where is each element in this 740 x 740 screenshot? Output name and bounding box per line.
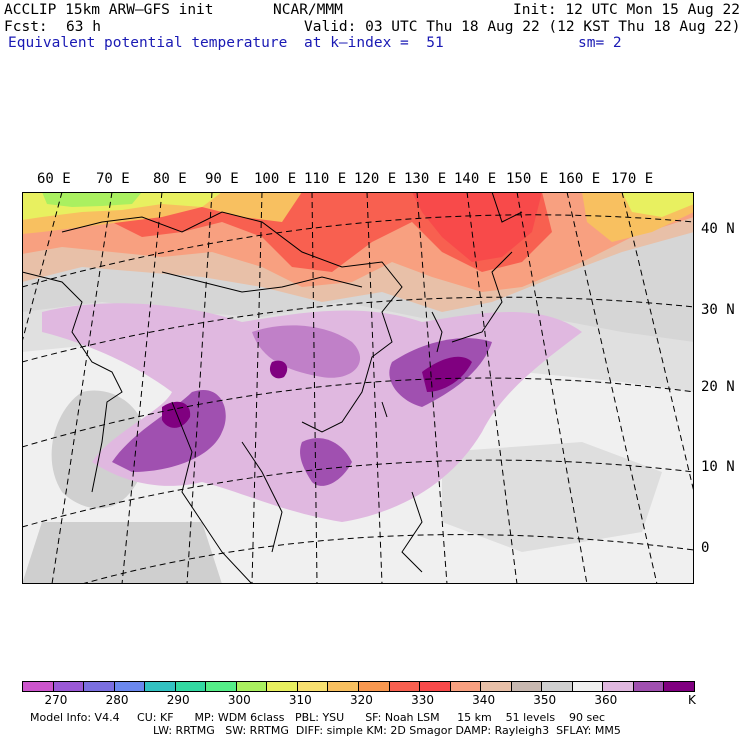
- colorbar-swatch: [22, 681, 54, 692]
- forecast-label: Fcst:: [4, 19, 48, 35]
- high-theta-e-region: [42, 303, 582, 522]
- colorbar-swatch: [358, 681, 390, 692]
- model-info-line1: Model Info: V4.4 CU: KF MP: WDM 6class P…: [30, 711, 606, 724]
- colorbar-swatch: [419, 681, 451, 692]
- colorbar-swatch: [632, 681, 665, 692]
- lat-label-20n: 20 N: [701, 379, 735, 395]
- colorbar-label: 300: [227, 693, 251, 707]
- lon-label-150e: 150 E: [506, 171, 549, 187]
- colorbar-label: 350: [533, 693, 557, 707]
- forecast-hour: 63 h: [66, 19, 101, 35]
- model-info-line2: LW: RRTMG SW: RRTMG DIFF: simple KM: 2D …: [153, 724, 621, 737]
- lon-label-60e: 60 E: [37, 171, 71, 187]
- colorbar-swatch: [113, 681, 146, 692]
- colorbar-swatch: [388, 681, 421, 692]
- equivalent-potential-temperature-map: [22, 192, 694, 584]
- lon-label-80e: 80 E: [153, 171, 187, 187]
- model-title: ACCLIP 15km ARW–GFS init: [4, 2, 214, 18]
- lat-label-0: 0: [701, 540, 710, 556]
- colorbar-swatch: [144, 681, 176, 692]
- lon-label-140e: 140 E: [454, 171, 497, 187]
- field-name: Equivalent potential temperature: [8, 35, 288, 51]
- colorbar-label: 280: [105, 693, 129, 707]
- valid-time: Valid: 03 UTC Thu 18 Aug 22 (12 KST Thu …: [304, 19, 740, 35]
- colorbar-swatch: [449, 681, 482, 692]
- lat-label-30n: 30 N: [701, 302, 735, 318]
- colorbar-label: 270: [44, 693, 68, 707]
- colorbar-swatch: [510, 681, 543, 692]
- colorbar-label: 310: [288, 693, 312, 707]
- colorbar-swatch: [174, 681, 207, 692]
- colorbar-swatch: [205, 681, 237, 692]
- lat-label-40n: 40 N: [701, 221, 735, 237]
- colorbar-swatch: [327, 681, 359, 692]
- lon-label-130e: 130 E: [404, 171, 447, 187]
- colorbar-swatch: [83, 681, 115, 692]
- colorbar-label: 340: [472, 693, 496, 707]
- colorbar-label: 360: [594, 693, 618, 707]
- colorbar-swatch: [571, 681, 604, 692]
- lon-label-90e: 90 E: [205, 171, 239, 187]
- graticule: [22, 192, 694, 584]
- colorbar-label: 320: [350, 693, 373, 707]
- colorbar-swatch: [296, 681, 329, 692]
- level-index: at k–index = 51: [304, 35, 444, 51]
- colorbar-swatch: [52, 681, 85, 692]
- colorbar-label: 290: [166, 693, 190, 707]
- init-time: Init: 12 UTC Mon 15 Aug 22: [513, 2, 740, 18]
- smoothing-value: sm= 2: [578, 35, 622, 51]
- lat-label-10n: 10 N: [701, 459, 735, 475]
- colorbar-swatch: [266, 681, 298, 692]
- colorbar-swatch: [235, 681, 268, 692]
- lon-label-120e: 120 E: [354, 171, 397, 187]
- map-frame: [22, 192, 694, 584]
- organization-label: NCAR/MMM: [273, 2, 343, 18]
- colorbar-label: K: [688, 693, 696, 707]
- lon-label-100e: 100 E: [254, 171, 297, 187]
- colorbar-label: 330: [411, 693, 434, 707]
- colorbar-swatch: [541, 681, 573, 692]
- lon-label-110e: 110 E: [304, 171, 347, 187]
- lon-label-170e: 170 E: [611, 171, 654, 187]
- colorbar-swatch: [663, 681, 695, 692]
- lon-label-160e: 160 E: [558, 171, 601, 187]
- colorbar-swatch: [480, 681, 512, 692]
- lon-label-70e: 70 E: [96, 171, 130, 187]
- warm-band-north: [22, 192, 694, 312]
- colorbar-swatch: [602, 681, 634, 692]
